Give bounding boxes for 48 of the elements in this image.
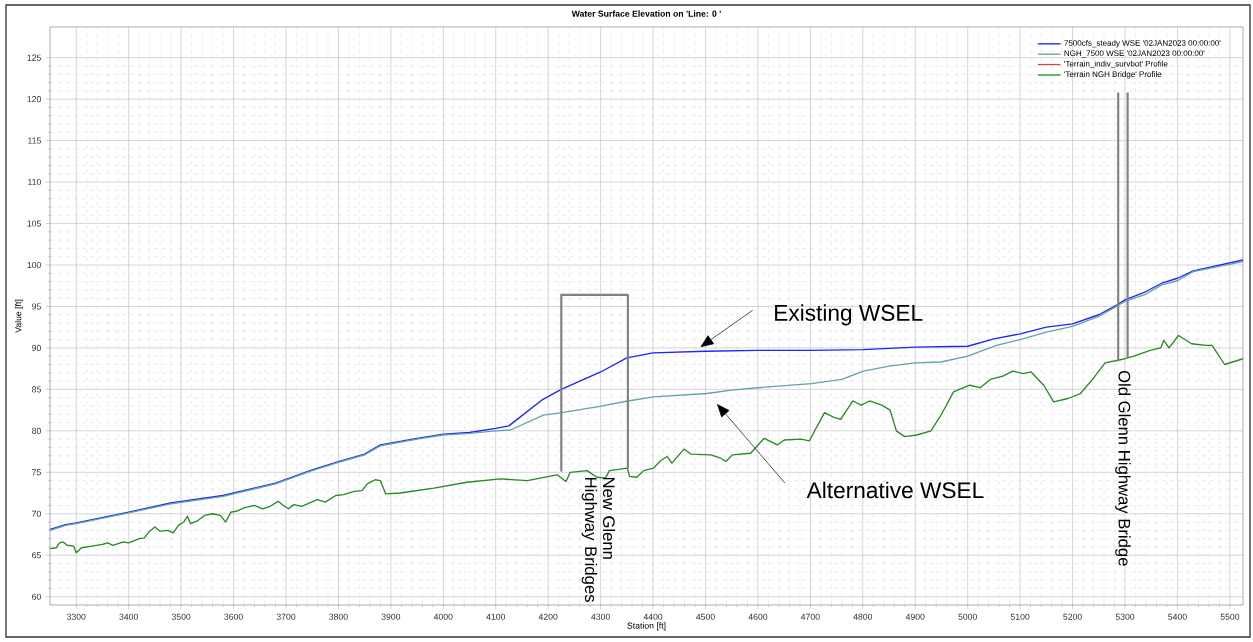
- legend-label: NGH_7500 WSE '02JAN2023 00:00:00': [1064, 50, 1205, 58]
- x-tick-label: 4600: [748, 613, 768, 620]
- x-tick-label: 3900: [381, 613, 401, 620]
- y-axis-title: Value [ft]: [14, 299, 24, 333]
- y-tick-label: 60: [32, 593, 41, 600]
- x-tick-label: 3800: [329, 613, 348, 620]
- legend-label: 'Terrain_indiv_survbot' Profile: [1064, 60, 1168, 69]
- y-tick-label: 65: [32, 552, 41, 559]
- annotation: Existing WSEL: [775, 304, 923, 326]
- annotation: New Glenn Highway Bridges: [581, 477, 616, 602]
- x-tick-label: 4400: [643, 613, 663, 620]
- y-tick-label: 75: [32, 469, 41, 476]
- x-tick-label: 3500: [171, 613, 191, 620]
- y-tick-label: 95: [32, 303, 41, 310]
- y-tick-label: 115: [28, 137, 41, 144]
- y-tick-label: 120: [27, 96, 41, 103]
- x-tick-label: 4500: [696, 613, 715, 620]
- y-tick-label: 100: [27, 261, 41, 269]
- x-tick-label: 3400: [119, 613, 138, 620]
- x-axis-title: Station [ft]: [627, 622, 666, 631]
- chart-title: Water Surface Elevation on 'Line: 0 ': [571, 10, 721, 17]
- y-tick-label: 105: [27, 220, 41, 227]
- x-tick-label: 4900: [905, 613, 925, 620]
- x-tick-label: 5500: [1220, 613, 1240, 620]
- y-tick-label: 70: [32, 510, 41, 517]
- y-tick-label: 85: [32, 386, 41, 393]
- legend-label: 'Terrain NGH Bridge' Profile: [1064, 71, 1162, 79]
- annotation: Old Glenn Highway Bridge: [1115, 370, 1131, 566]
- y-tick-label: 125: [27, 54, 41, 61]
- x-tick-label: 3300: [66, 613, 86, 620]
- x-tick-label: 5400: [1168, 613, 1187, 620]
- x-tick-label: 3700: [276, 613, 296, 620]
- legend-label: 7500cfs_steady WSE '02JAN2023 00:00:00': [1064, 39, 1221, 48]
- x-tick-label: 4100: [486, 613, 506, 620]
- x-tick-label: 5300: [1115, 613, 1135, 620]
- x-tick-label: 3600: [224, 613, 243, 620]
- x-tick-label: 5100: [1010, 613, 1030, 620]
- x-tick-label: 4300: [591, 613, 610, 620]
- x-tick-label: 5200: [1063, 613, 1082, 620]
- x-tick-label: 4700: [800, 613, 820, 620]
- x-tick-label: 4200: [538, 613, 558, 620]
- annotation: Alternative WSEL: [806, 481, 984, 499]
- x-tick-label: 4000: [433, 613, 453, 620]
- x-tick-label: 4800: [853, 613, 873, 620]
- y-tick-label: 80: [32, 427, 41, 434]
- y-tick-label: 110: [28, 179, 41, 186]
- y-tick-label: 90: [32, 344, 41, 351]
- x-tick-label: 5000: [958, 613, 977, 620]
